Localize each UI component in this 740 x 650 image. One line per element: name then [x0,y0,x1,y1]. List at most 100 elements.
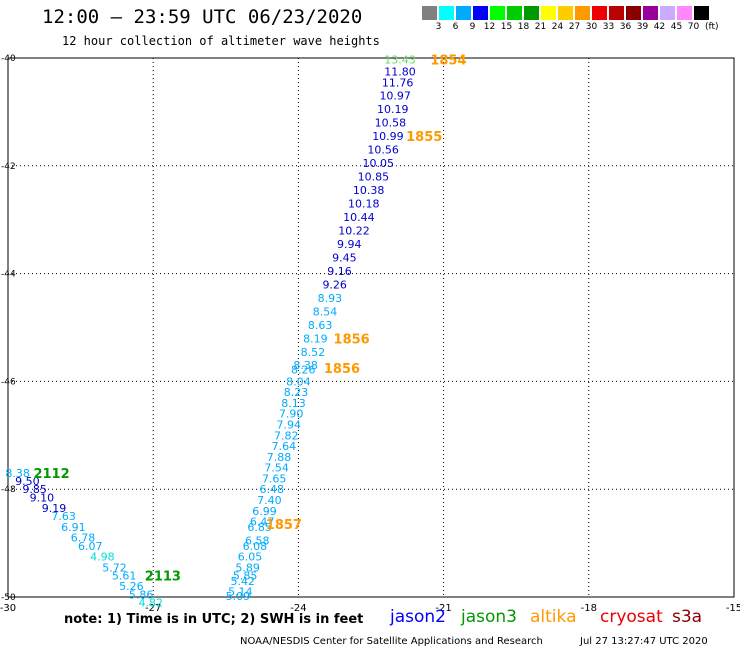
wave-height-value: 9.94 [337,238,362,251]
legend-swatch [490,6,505,20]
wave-height-value: 6.08 [243,540,268,553]
wave-height-value: 8.04 [286,375,311,388]
wave-height-value: 10.38 [353,184,385,197]
lat-tick-label: -46 [1,377,16,387]
wave-height-value: 8.63 [308,319,333,332]
wave-height-value: 7.82 [274,429,299,442]
legend-label: 36 [619,22,632,32]
wave-height-value: 8.13 [281,397,306,410]
wave-height-value: 8.52 [301,346,326,359]
wave-height-value: 6.47 [250,516,275,529]
satellite-jason2: jason2 [390,607,446,627]
wave-height-value: 8.23 [284,386,309,399]
credit-line: NOAA/NESDIS Center for Satellite Applica… [240,636,543,647]
wave-height-value: 10.99 [372,130,404,143]
wave-height-value: 6.05 [238,551,263,564]
wave-height-value: 5.42 [230,575,255,588]
map-title: 12:00 – 23:59 UTC 06/23/2020 [42,6,363,28]
wave-height-value: 10.19 [377,103,409,116]
lat-tick-label: -44 [1,270,16,280]
lat-tick-label: -42 [1,162,16,172]
lon-tick-label: -30 [0,603,16,614]
wave-height-value: 9.45 [332,251,357,264]
wave-height-value: 10.56 [367,144,399,157]
legend-label: 21 [534,22,547,32]
footer-note: note: 1) Time is in UTC; 2) SWH is in fe… [64,612,364,627]
wave-height-value: 8.93 [318,292,343,305]
legend-label: 3 [435,22,442,32]
pass-time-label: 2113 [145,569,181,584]
legend-label: 30 [585,22,598,32]
wave-height-value: 4.82 [139,596,164,609]
wave-height-value: 10.05 [363,157,395,170]
legend-swatch [609,6,624,20]
legend-label: 45 [670,22,683,32]
pass-time-label: 1854 [430,54,466,69]
satellite-s3a: s3a [672,607,703,627]
wave-height-value: 4.98 [90,551,115,564]
legend-swatch [524,6,539,20]
lon-tick-label: -21 [435,603,451,614]
legend-label: 39 [636,22,649,32]
wave-height-value: 11.80 [384,65,416,78]
wave-height-value: 6.91 [61,521,86,534]
wave-height-value: 7.64 [272,440,297,453]
wave-height-value: 5.61 [112,569,137,582]
legend-label: 9 [469,22,476,32]
wave-height-value: 5.86 [129,588,154,601]
lon-tick-label: -18 [581,603,597,614]
lat-tick-label: -40 [1,54,16,64]
lat-tick-label: -50 [1,593,16,603]
pass-time-label: 1856 [324,362,360,377]
wave-height-value: 10.44 [343,211,375,224]
lon-tick-label: -27 [145,603,161,614]
wave-height-value: 5.85 [233,569,258,582]
legend-label: 70 [687,22,700,32]
legend-swatch [694,6,709,20]
wave-height-value: 7.94 [276,419,301,432]
legend-swatch [558,6,573,20]
wave-height-value: 6.07 [78,540,103,553]
wave-height-value: 7.90 [279,408,304,421]
wave-height-value: 8.38 [5,467,30,480]
wave-height-value: 5.72 [102,561,127,574]
wave-height-value: 10.22 [338,224,370,237]
wave-height-value: 10.58 [375,117,407,130]
wave-height-value: 6.48 [260,483,285,496]
legend-label: 27 [568,22,581,32]
legend-swatch [507,6,522,20]
wave-height-value: 8.38 [293,359,318,372]
wave-height-value: 8.26 [291,364,316,377]
map-subtitle: 12 hour collection of altimeter wave hei… [62,34,380,48]
legend-swatch [422,6,437,20]
satellite-cryosat: cryosat [600,607,663,627]
wave-height-value: 10.18 [348,198,380,211]
wave-height-value: 6.58 [245,534,270,547]
wave-height-value: 7.54 [264,462,289,475]
legend-label: 12 [483,22,496,32]
pass-time-label: 1855 [406,130,442,145]
pass-time-label: 1856 [334,332,370,347]
wave-height-value: 9.19 [42,502,67,515]
legend-swatch [456,6,471,20]
wave-height-value: 6.99 [252,505,277,518]
legend-label: 42 [653,22,666,32]
wave-height-value: 10.97 [379,90,411,103]
generated-timestamp: Jul 27 13:27:47 UTC 2020 [580,636,708,647]
wave-height-value: 8.19 [303,332,328,345]
satellite-altika: altika [530,607,577,627]
legend-swatch [575,6,590,20]
pass-time-label: 1857 [266,518,302,533]
legend-label: 15 [500,22,513,32]
legend-swatch [643,6,658,20]
legend-label: 33 [602,22,615,32]
wave-height-value: 5.89 [235,561,260,574]
wave-height-value: 7.40 [257,494,282,507]
legend-label: 18 [517,22,530,32]
lon-tick-label: -15 [726,603,740,614]
wave-height-value: 11.76 [382,76,414,89]
wave-height-value: 7.65 [262,472,287,485]
legend-swatch [660,6,675,20]
wave-height-value: 7.88 [267,451,292,464]
